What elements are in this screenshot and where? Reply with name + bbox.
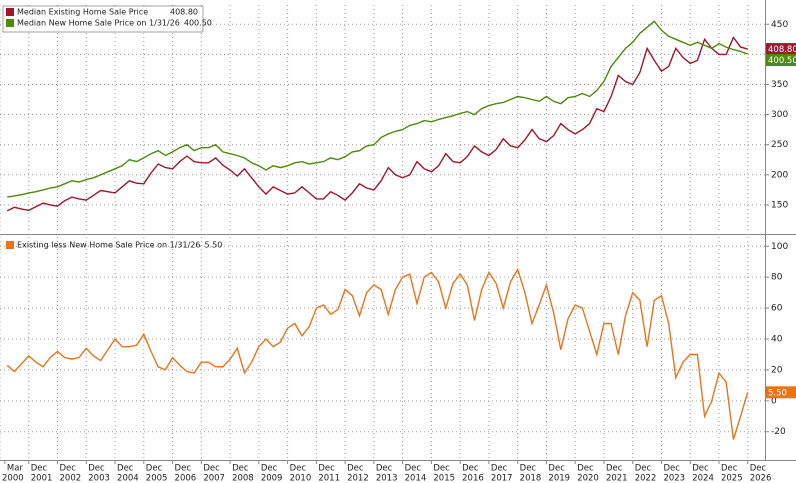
x-tick-label: Dec	[520, 464, 537, 474]
x-year-label: 2024	[692, 474, 714, 483]
x-year-label: 2000	[2, 474, 24, 483]
x-year-label: 2017	[491, 474, 513, 483]
x-tick-label: Dec	[31, 464, 48, 474]
x-tick-label: Dec	[433, 464, 450, 474]
x-year-label: 2001	[31, 474, 53, 483]
x-year-label: 2011	[318, 474, 340, 483]
x-year-label: 2023	[663, 474, 685, 483]
x-year-label: 2003	[88, 474, 110, 483]
x-tick-label: Dec	[290, 464, 307, 474]
x-year-label: 2026	[750, 474, 772, 483]
x-tick-label: Dec	[750, 464, 767, 474]
x-tick-label: Dec	[462, 464, 479, 474]
series-line	[6, 36, 748, 212]
value-label: 408.80	[768, 45, 796, 55]
x-tick-label: Dec	[347, 464, 364, 474]
legend-box	[2, 5, 204, 33]
x-tick-label: Dec	[175, 464, 192, 474]
x-tick-label: Dec	[117, 464, 134, 474]
x-tick-label: Dec	[203, 464, 220, 474]
x-tick-label: Dec	[318, 464, 335, 474]
legend: Median Existing Home Sale Price 408.80 Med…	[2, 5, 212, 33]
value-label-box	[766, 43, 796, 56]
x-year-label: 2014	[405, 474, 427, 483]
x-tick-label: Dec	[577, 464, 594, 474]
value-label: 5.50	[768, 388, 787, 398]
y-tick-label: 200	[771, 170, 788, 180]
y-tick-label: 250	[771, 140, 788, 150]
legend-value: 5.50	[205, 241, 223, 250]
x-year-label: 2018	[520, 474, 542, 483]
x-tick-label: Dec	[635, 464, 652, 474]
x-tick-label: Dec	[606, 464, 623, 474]
y-tick-label: -20	[771, 427, 786, 437]
x-year-label: 2020	[577, 474, 599, 483]
y-tick-label: 80	[771, 273, 783, 283]
value-label-box	[766, 386, 796, 399]
x-year-label: 2022	[635, 474, 657, 483]
x-tick-label: Dec	[548, 464, 565, 474]
x-year-label: 2002	[60, 474, 82, 483]
x-tick-label: Dec	[491, 464, 508, 474]
x-tick-label: Dec	[376, 464, 393, 474]
value-label: 400.50	[768, 56, 796, 66]
x-tick-label: Dec	[405, 464, 422, 474]
y-tick-label: 350	[771, 80, 788, 90]
legend-label: Existing less New Home Sale Price on 1/3…	[17, 241, 201, 250]
x-year-label: 2015	[433, 474, 455, 483]
legend-value: 400.50	[184, 19, 212, 28]
legend-swatch	[6, 8, 14, 16]
x-year-label: 2010	[290, 474, 312, 483]
y-tick-label: 60	[771, 304, 783, 314]
x-tick-label: Dec	[88, 464, 105, 474]
legend: Existing less New Home Sale Price on 1/3…	[6, 241, 222, 250]
x-year-label: 2007	[203, 474, 225, 483]
x-year-label: 2016	[462, 474, 484, 483]
x-year-label: 2004	[117, 474, 139, 483]
x-tick-label: Dec	[721, 464, 738, 474]
x-year-label: 2021	[606, 474, 628, 483]
x-tick-label: Dec	[261, 464, 278, 474]
x-year-label: 2012	[347, 474, 369, 483]
y-tick-label: 100	[771, 242, 788, 252]
y-tick-label: 450	[771, 20, 788, 30]
y-tick-label: 20	[771, 365, 783, 375]
x-year-label: 2006	[175, 474, 197, 483]
y-tick-label: 300	[771, 110, 788, 120]
value-label-box	[766, 54, 796, 67]
y-tick-label: 0	[771, 396, 777, 406]
x-year-label: 2019	[548, 474, 570, 483]
x-year-label: 2005	[146, 474, 168, 483]
x-year-label: 2008	[232, 474, 254, 483]
x-tick-label: Dec	[232, 464, 249, 474]
legend-label: Median Existing Home Sale Price	[17, 8, 148, 17]
legend-label: Median New Home Sale Price on 1/31/26	[17, 19, 180, 28]
x-tick-label: Dec	[146, 464, 163, 474]
x-tick-label: Mar	[7, 464, 24, 474]
x-year-label: 2025	[721, 474, 743, 483]
legend-value: 408.80	[170, 8, 198, 17]
series-line	[7, 20, 748, 198]
x-year-label: 2009	[261, 474, 283, 483]
series-line	[6, 267, 749, 440]
legend-swatch	[6, 241, 14, 249]
x-tick-label: Dec	[692, 464, 709, 474]
x-year-label: 2013	[376, 474, 398, 483]
y-tick-label: 150	[771, 200, 788, 210]
y-tick-label: 40	[771, 335, 783, 345]
x-tick-label: Dec	[663, 464, 680, 474]
x-tick-label: Dec	[60, 464, 77, 474]
legend-swatch	[6, 19, 14, 27]
